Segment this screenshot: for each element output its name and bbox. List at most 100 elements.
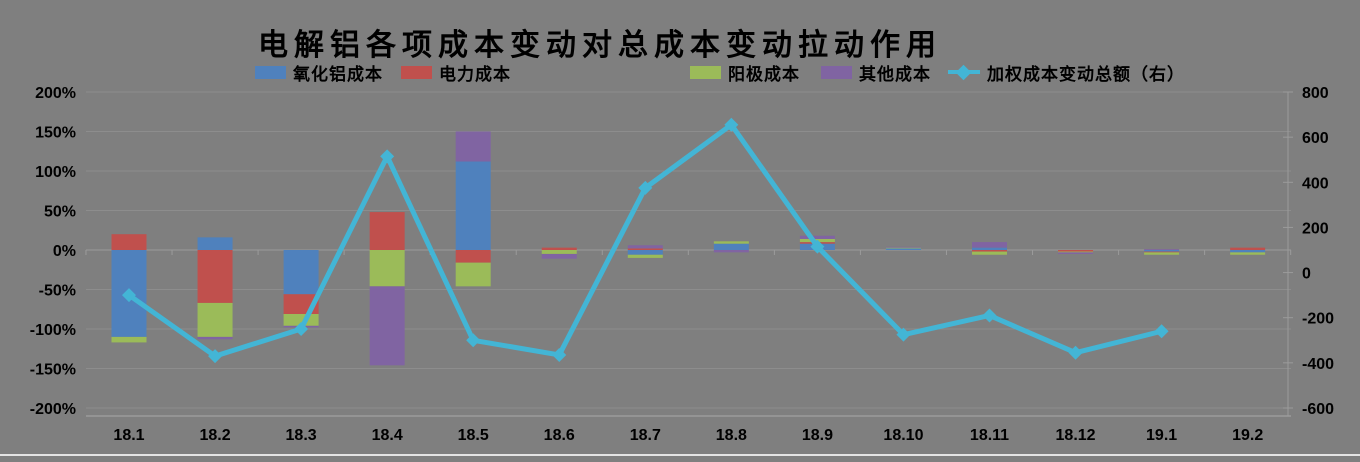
bar-segment xyxy=(455,131,491,162)
svg-text:0%: 0% xyxy=(53,243,76,260)
legend-label-power: 电力成本 xyxy=(439,64,511,84)
bar-segment xyxy=(283,313,319,326)
bar-segment xyxy=(713,241,749,244)
bar-segment xyxy=(197,250,233,303)
legend-item-anode-cost: 阳极成本 xyxy=(690,61,800,84)
svg-text:200%: 200% xyxy=(35,85,76,102)
legend-swatch-power-icon xyxy=(401,65,432,79)
bar-segment xyxy=(885,246,921,248)
svg-text:18.4: 18.4 xyxy=(372,427,403,444)
svg-text:18.5: 18.5 xyxy=(458,427,489,444)
svg-text:18.12: 18.12 xyxy=(1056,427,1096,444)
svg-text:18.2: 18.2 xyxy=(199,427,230,444)
svg-text:18.1: 18.1 xyxy=(113,427,144,444)
legend-item-alumina-cost: 氧化铝成本 xyxy=(255,61,383,84)
bar-segment xyxy=(972,247,1007,250)
legend-item-weighted-total: 加权成本变动总额（右） xyxy=(948,61,1185,84)
svg-text:200: 200 xyxy=(1302,220,1329,237)
legend-label-alumina: 氧化铝成本 xyxy=(293,64,383,84)
bar-segment xyxy=(972,250,1007,252)
bar-segment xyxy=(885,247,921,249)
svg-text:150%: 150% xyxy=(35,125,76,142)
legend-label-anode: 阳极成本 xyxy=(728,64,800,84)
bar-segment xyxy=(1058,251,1094,253)
bar-segment xyxy=(713,250,749,253)
category-axis-ticks xyxy=(85,250,1292,255)
svg-text:18.9: 18.9 xyxy=(802,427,833,444)
line-series-weighted-total xyxy=(122,117,1169,364)
bar-segment xyxy=(972,242,1007,248)
legend-item-other-cost: 其他成本 xyxy=(821,61,931,84)
svg-text:400: 400 xyxy=(1302,175,1329,192)
line-marker-diamond xyxy=(466,333,481,348)
bar-segment xyxy=(885,248,921,250)
legend-item-power-cost: 电力成本 xyxy=(401,61,511,84)
bar-segment xyxy=(627,254,663,258)
legend-label-other: 其他成本 xyxy=(859,64,931,84)
bar-segment xyxy=(111,234,147,250)
line-marker-diamond xyxy=(982,308,997,323)
line-marker-diamond xyxy=(294,322,309,336)
svg-text:19.1: 19.1 xyxy=(1146,427,1177,444)
bar-segment xyxy=(713,243,749,250)
bar-segment xyxy=(541,250,577,254)
svg-text:50%: 50% xyxy=(44,204,76,221)
bar-segment xyxy=(1144,250,1180,252)
bar-segment xyxy=(197,237,233,250)
bar-segment xyxy=(972,251,1007,255)
svg-text:18.3: 18.3 xyxy=(286,427,317,444)
bar-series-3 xyxy=(197,131,1180,366)
line-marker-diamond xyxy=(638,180,653,195)
line-marker-diamond xyxy=(1068,345,1083,360)
svg-text:18.6: 18.6 xyxy=(544,427,575,444)
svg-text:-600: -600 xyxy=(1302,401,1334,418)
svg-text:19.2: 19.2 xyxy=(1232,427,1263,444)
bar-segment xyxy=(197,336,233,340)
legend-swatch-alumina-icon xyxy=(255,65,286,79)
svg-text:-50%: -50% xyxy=(39,283,76,300)
svg-text:-200%: -200% xyxy=(30,401,76,418)
line-marker-diamond xyxy=(380,149,395,164)
bar-segment xyxy=(1144,249,1180,250)
bar-segment xyxy=(369,212,405,250)
right-axis-labels: 800 600 400 200 0 -200 -400 -600 xyxy=(1302,85,1334,418)
bar-segment xyxy=(455,262,491,287)
legend-swatch-anode-icon xyxy=(690,65,721,79)
bar-segment xyxy=(799,235,835,239)
right-axis xyxy=(1283,91,1293,416)
line-marker-diamond xyxy=(122,288,136,303)
legend-label-weighted-total: 加权成本变动总额（右） xyxy=(987,64,1185,84)
svg-text:800: 800 xyxy=(1302,85,1329,102)
line-marker-diamond xyxy=(1154,324,1169,339)
legend-line-marker-icon xyxy=(948,64,980,80)
bar-segment xyxy=(1230,252,1266,255)
svg-text:18.10: 18.10 xyxy=(883,427,923,444)
bar-segment xyxy=(455,161,491,250)
bar-segment xyxy=(1058,250,1094,252)
bar-segment xyxy=(541,247,577,250)
bar-segment xyxy=(369,250,405,287)
svg-text:600: 600 xyxy=(1302,130,1329,147)
svg-text:18.8: 18.8 xyxy=(716,427,747,444)
svg-text:0: 0 xyxy=(1302,266,1311,283)
svg-text:18.7: 18.7 xyxy=(630,427,661,444)
svg-text:-100%: -100% xyxy=(30,322,76,339)
bar-segment xyxy=(455,250,491,263)
line-marker-diamond xyxy=(208,349,223,364)
bar-segment xyxy=(627,245,663,249)
legend-swatch-other-icon xyxy=(821,65,852,79)
bar-segment xyxy=(369,286,405,366)
bar-segment xyxy=(1058,252,1094,254)
legend: 氧化铝成本 电力成本 阳极成本 其他成本 加权成本变动总额（右） xyxy=(0,61,1360,85)
line-marker-diamond xyxy=(724,117,739,132)
bar-segment xyxy=(1144,251,1180,253)
chart-title: 电解铝各项成本变动对总成本变动拉动作用 xyxy=(258,29,942,62)
line-marker-diamond xyxy=(896,327,911,342)
svg-text:18.11: 18.11 xyxy=(970,427,1009,444)
bar-segment xyxy=(1144,252,1180,255)
bar-segment xyxy=(197,302,233,337)
bar-series-2 xyxy=(111,238,1266,343)
bar-segment xyxy=(627,250,663,255)
